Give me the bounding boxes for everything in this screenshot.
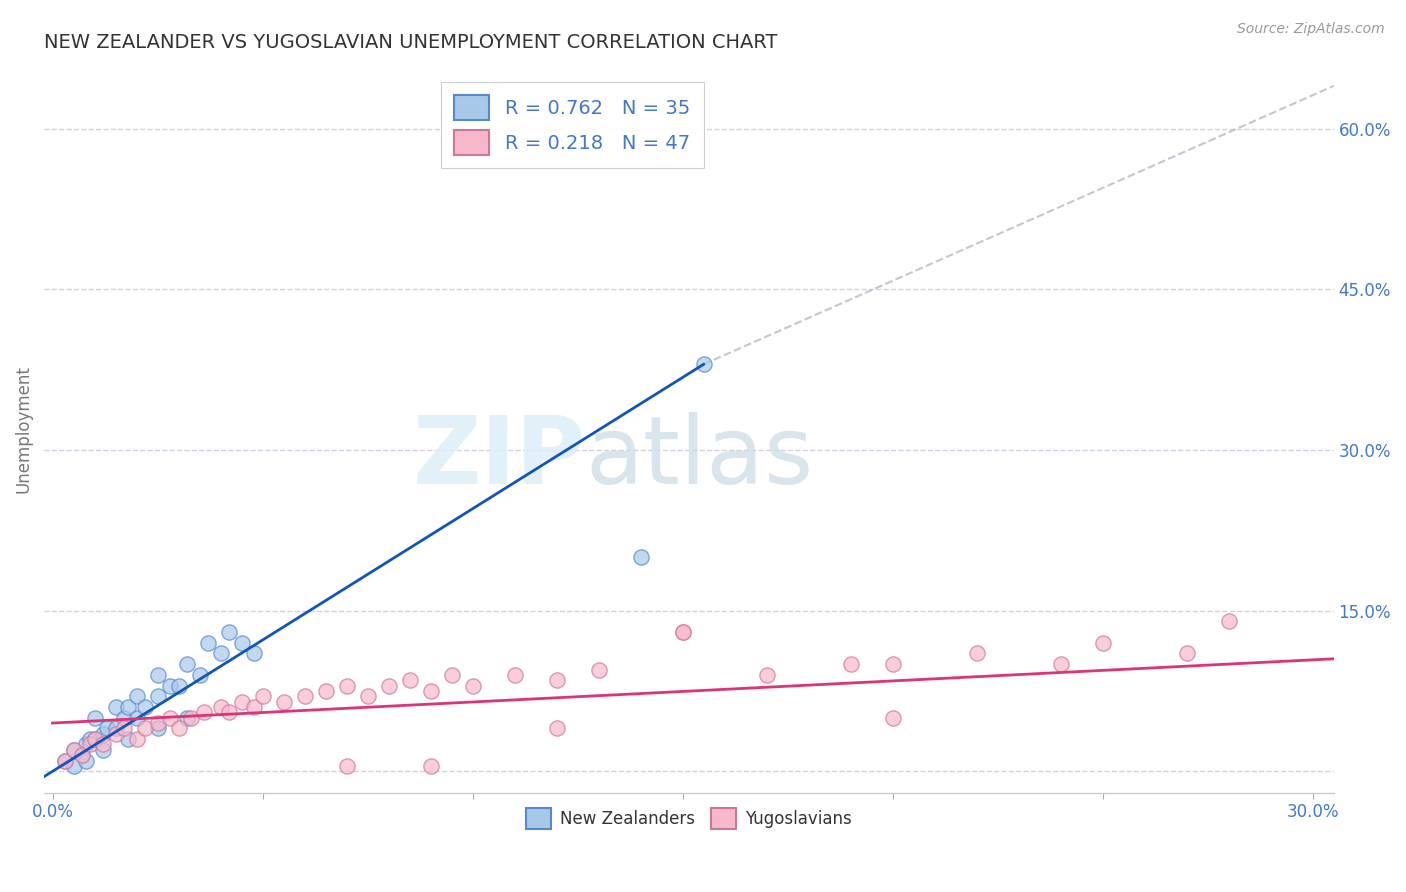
Point — [159, 679, 181, 693]
Point — [91, 727, 114, 741]
Point — [197, 636, 219, 650]
Point — [83, 732, 105, 747]
Point — [377, 679, 399, 693]
Point — [243, 700, 266, 714]
Point — [839, 657, 862, 672]
Point — [75, 754, 97, 768]
Point — [167, 679, 190, 693]
Point — [188, 668, 211, 682]
Point — [1049, 657, 1071, 672]
Point — [53, 754, 76, 768]
Point — [83, 732, 105, 747]
Point — [335, 679, 357, 693]
Point — [671, 625, 693, 640]
Point — [134, 700, 156, 714]
Point — [335, 759, 357, 773]
Point — [503, 668, 526, 682]
Point — [243, 647, 266, 661]
Text: ZIP: ZIP — [413, 412, 586, 504]
Text: atlas: atlas — [586, 412, 814, 504]
Point — [104, 700, 127, 714]
Point — [882, 711, 904, 725]
Point — [218, 625, 240, 640]
Point — [252, 690, 274, 704]
Point — [62, 743, 84, 757]
Point — [62, 743, 84, 757]
Point — [53, 754, 76, 768]
Point — [419, 759, 441, 773]
Point — [79, 738, 101, 752]
Point — [209, 647, 232, 661]
Point — [83, 711, 105, 725]
Point — [1091, 636, 1114, 650]
Point — [588, 663, 610, 677]
Point — [546, 673, 568, 688]
Point — [167, 722, 190, 736]
Point — [79, 732, 101, 747]
Point — [461, 679, 484, 693]
Point — [692, 357, 714, 371]
Point — [146, 716, 169, 731]
Point — [209, 700, 232, 714]
Point — [146, 690, 169, 704]
Point — [91, 738, 114, 752]
Point — [104, 722, 127, 736]
Point — [176, 657, 198, 672]
Point — [193, 706, 215, 720]
Point — [117, 700, 139, 714]
Point — [112, 711, 135, 725]
Point — [630, 550, 652, 565]
Point — [96, 722, 118, 736]
Point — [273, 695, 295, 709]
Point — [176, 711, 198, 725]
Point — [882, 657, 904, 672]
Point — [966, 647, 988, 661]
Point — [75, 738, 97, 752]
Point — [315, 684, 337, 698]
Point — [125, 732, 148, 747]
Point — [546, 722, 568, 736]
Point — [440, 668, 463, 682]
Point — [218, 706, 240, 720]
Point — [104, 727, 127, 741]
Point — [62, 759, 84, 773]
Point — [398, 673, 420, 688]
Point — [70, 748, 93, 763]
Point — [112, 722, 135, 736]
Text: NEW ZEALANDER VS YUGOSLAVIAN UNEMPLOYMENT CORRELATION CHART: NEW ZEALANDER VS YUGOSLAVIAN UNEMPLOYMEN… — [44, 33, 778, 52]
Point — [159, 711, 181, 725]
Point — [755, 668, 778, 682]
Point — [125, 690, 148, 704]
Point — [231, 695, 253, 709]
Point — [146, 722, 169, 736]
Y-axis label: Unemployment: Unemployment — [15, 365, 32, 492]
Point — [231, 636, 253, 650]
Point — [146, 668, 169, 682]
Point — [356, 690, 378, 704]
Point — [91, 743, 114, 757]
Point — [671, 625, 693, 640]
Point — [180, 711, 202, 725]
Point — [125, 711, 148, 725]
Point — [1218, 615, 1240, 629]
Legend: New Zealanders, Yugoslavians: New Zealanders, Yugoslavians — [520, 802, 858, 835]
Point — [117, 732, 139, 747]
Point — [1175, 647, 1198, 661]
Point — [419, 684, 441, 698]
Text: Source: ZipAtlas.com: Source: ZipAtlas.com — [1237, 22, 1385, 37]
Point — [134, 722, 156, 736]
Point — [70, 748, 93, 763]
Point — [294, 690, 316, 704]
